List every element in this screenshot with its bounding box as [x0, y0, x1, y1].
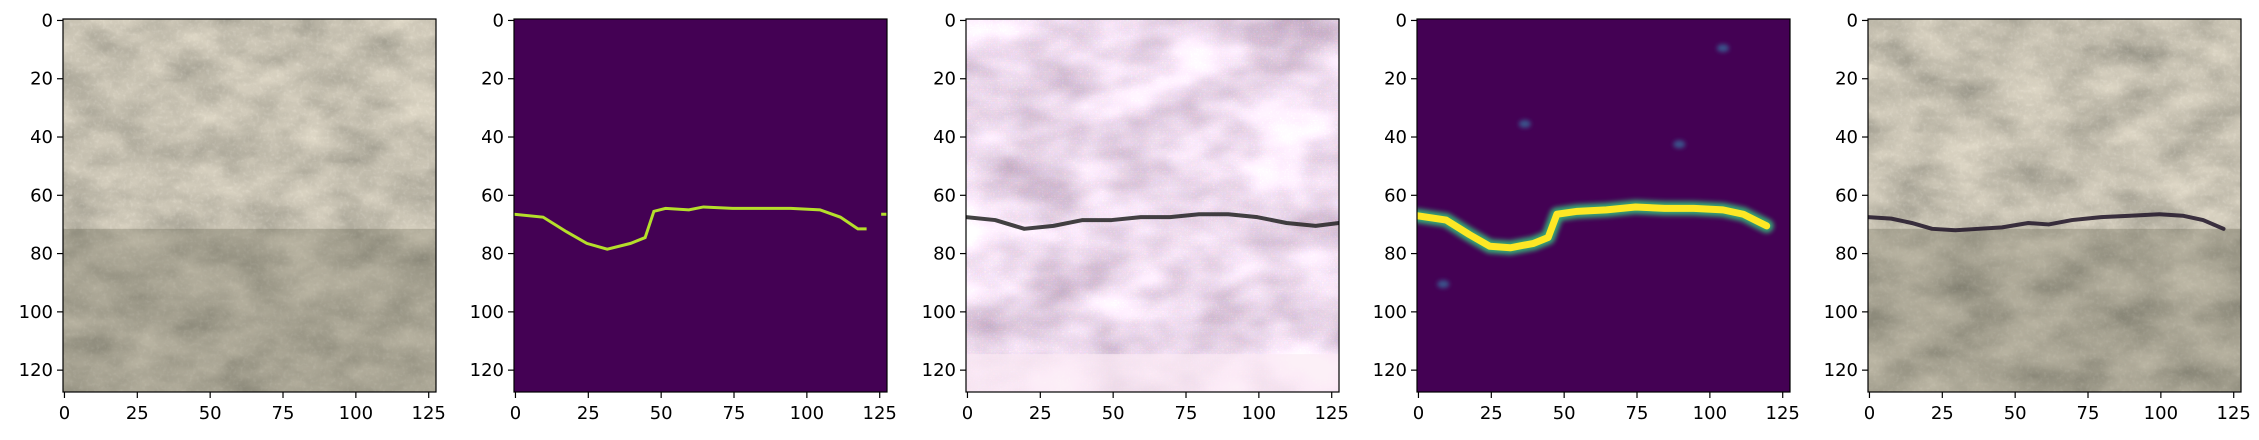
- image-area: [966, 19, 1339, 392]
- image-area: [63, 19, 436, 392]
- mask-background: [514, 19, 887, 392]
- x-tick-label: 0: [1864, 403, 1875, 424]
- y-tick-label: 80: [30, 244, 53, 265]
- y-tick-label: 20: [30, 69, 53, 90]
- x-tick-label: 75: [723, 403, 746, 424]
- y-tick-label: 0: [945, 10, 956, 31]
- y-tick-label: 60: [933, 185, 956, 206]
- y-tick-label: 80: [1835, 244, 1858, 265]
- y-tick-label: 40: [1835, 127, 1858, 148]
- y-tick-label: 120: [1824, 360, 1858, 381]
- x-tick-label: 50: [1553, 403, 1576, 424]
- y-tick-label: 60: [1835, 185, 1858, 206]
- image-area: [514, 19, 887, 392]
- axes-frame: [965, 18, 1340, 393]
- panel-3: 0 25 50 75 100 125 0 20 40 60 80 100 120: [922, 10, 1349, 424]
- crack-line: [966, 212, 1339, 231]
- x-tick-label: 125: [412, 403, 446, 424]
- y-tick-label: 100: [922, 302, 956, 323]
- y-tick-label: 40: [1384, 127, 1407, 148]
- shadow-region: [1868, 228, 2241, 392]
- y-tick-label: 40: [481, 127, 504, 148]
- y-tick-label: 120: [922, 360, 956, 381]
- y-tick-label: 0: [1847, 10, 1858, 31]
- y-tick-label: 100: [470, 302, 504, 323]
- x-tick-label: 125: [1766, 403, 1800, 424]
- panel-1: 0 25 50 75 100 125 0 20 40 60 80 100 120: [19, 10, 446, 424]
- y-tick-label: 0: [42, 10, 53, 31]
- x-tick-label: 125: [1315, 403, 1349, 424]
- panel-5: 0 25 50 75 100 125 0 20 40 60 80 100 120: [1824, 10, 2251, 424]
- y-tick-label: 0: [1396, 10, 1407, 31]
- y-tick-label: 100: [19, 302, 53, 323]
- axes-frame: [1867, 18, 2242, 393]
- x-tick-label: 75: [1626, 403, 1649, 424]
- probability-blob: [1518, 119, 1531, 128]
- y-tick-label: 20: [1384, 69, 1407, 90]
- y-tick-label: 20: [1835, 69, 1858, 90]
- x-tick-label: 0: [1413, 403, 1424, 424]
- x-tick-label: 0: [962, 403, 973, 424]
- x-tick-label: 50: [650, 403, 673, 424]
- x-tick-label: 100: [1242, 403, 1276, 424]
- probability-line: [1417, 203, 1771, 252]
- y-tick-label: 120: [19, 360, 53, 381]
- x-tick-label: 50: [1102, 403, 1125, 424]
- crack-mask-line: [514, 205, 867, 251]
- y-tick-label: 60: [481, 185, 504, 206]
- x-tick-label: 0: [59, 403, 70, 424]
- x-tick-label: 100: [790, 403, 824, 424]
- y-tick-label: 120: [470, 360, 504, 381]
- y-tick-label: 80: [481, 244, 504, 265]
- y-tick-label: 0: [493, 10, 504, 31]
- y-tick-label: 80: [1384, 244, 1407, 265]
- x-tick-label: 50: [2004, 403, 2027, 424]
- x-tick-label: 25: [1931, 403, 1954, 424]
- y-tick-label: 80: [933, 244, 956, 265]
- y-tick-label: 100: [1824, 302, 1858, 323]
- x-tick-label: 75: [2077, 403, 2100, 424]
- x-tick-label: 25: [1029, 403, 1052, 424]
- y-tick-label: 20: [481, 69, 504, 90]
- x-tick-label: 75: [272, 403, 295, 424]
- x-tick-label: 125: [2217, 403, 2251, 424]
- y-tick-label: 60: [30, 185, 53, 206]
- x-tick-label: 100: [2144, 403, 2178, 424]
- x-tick-label: 75: [1175, 403, 1198, 424]
- crack-line: [1868, 212, 2226, 233]
- x-tick-label: 0: [510, 403, 521, 424]
- image-area: [1417, 19, 1790, 392]
- x-tick-label: 25: [126, 403, 149, 424]
- axes-frame: [62, 18, 437, 393]
- image-area: [1868, 19, 2241, 392]
- axes-frame: [513, 18, 888, 393]
- y-tick-label: 120: [1373, 360, 1407, 381]
- y-tick-label: 40: [933, 127, 956, 148]
- x-tick-label: 100: [1693, 403, 1727, 424]
- panel-4: 0 25 50 75 100 125 0 20 40 60 80 100 120: [1373, 10, 1800, 424]
- y-tick-label: 40: [30, 127, 53, 148]
- x-tick-label: 100: [339, 403, 373, 424]
- y-tick-label: 60: [1384, 185, 1407, 206]
- x-tick-label: 25: [577, 403, 600, 424]
- x-tick-label: 125: [863, 403, 897, 424]
- rock-image: [1868, 19, 2241, 392]
- axes-frame: [1416, 18, 1791, 393]
- x-tick-label: 25: [1480, 403, 1503, 424]
- probability-blob: [1673, 140, 1686, 149]
- shadow-region: [63, 228, 436, 392]
- probability-blob: [1437, 280, 1450, 289]
- y-tick-label: 20: [933, 69, 956, 90]
- y-tick-label: 100: [1373, 302, 1407, 323]
- panel-2: 0 25 50 75 100 125 0 20 40 60 80 100 120: [470, 10, 897, 424]
- reconstruction-image: [966, 19, 1339, 392]
- bright-bottom-band: [966, 354, 1339, 392]
- x-tick-label: 50: [199, 403, 222, 424]
- probability-blob: [1716, 44, 1729, 53]
- rock-image: [63, 19, 436, 392]
